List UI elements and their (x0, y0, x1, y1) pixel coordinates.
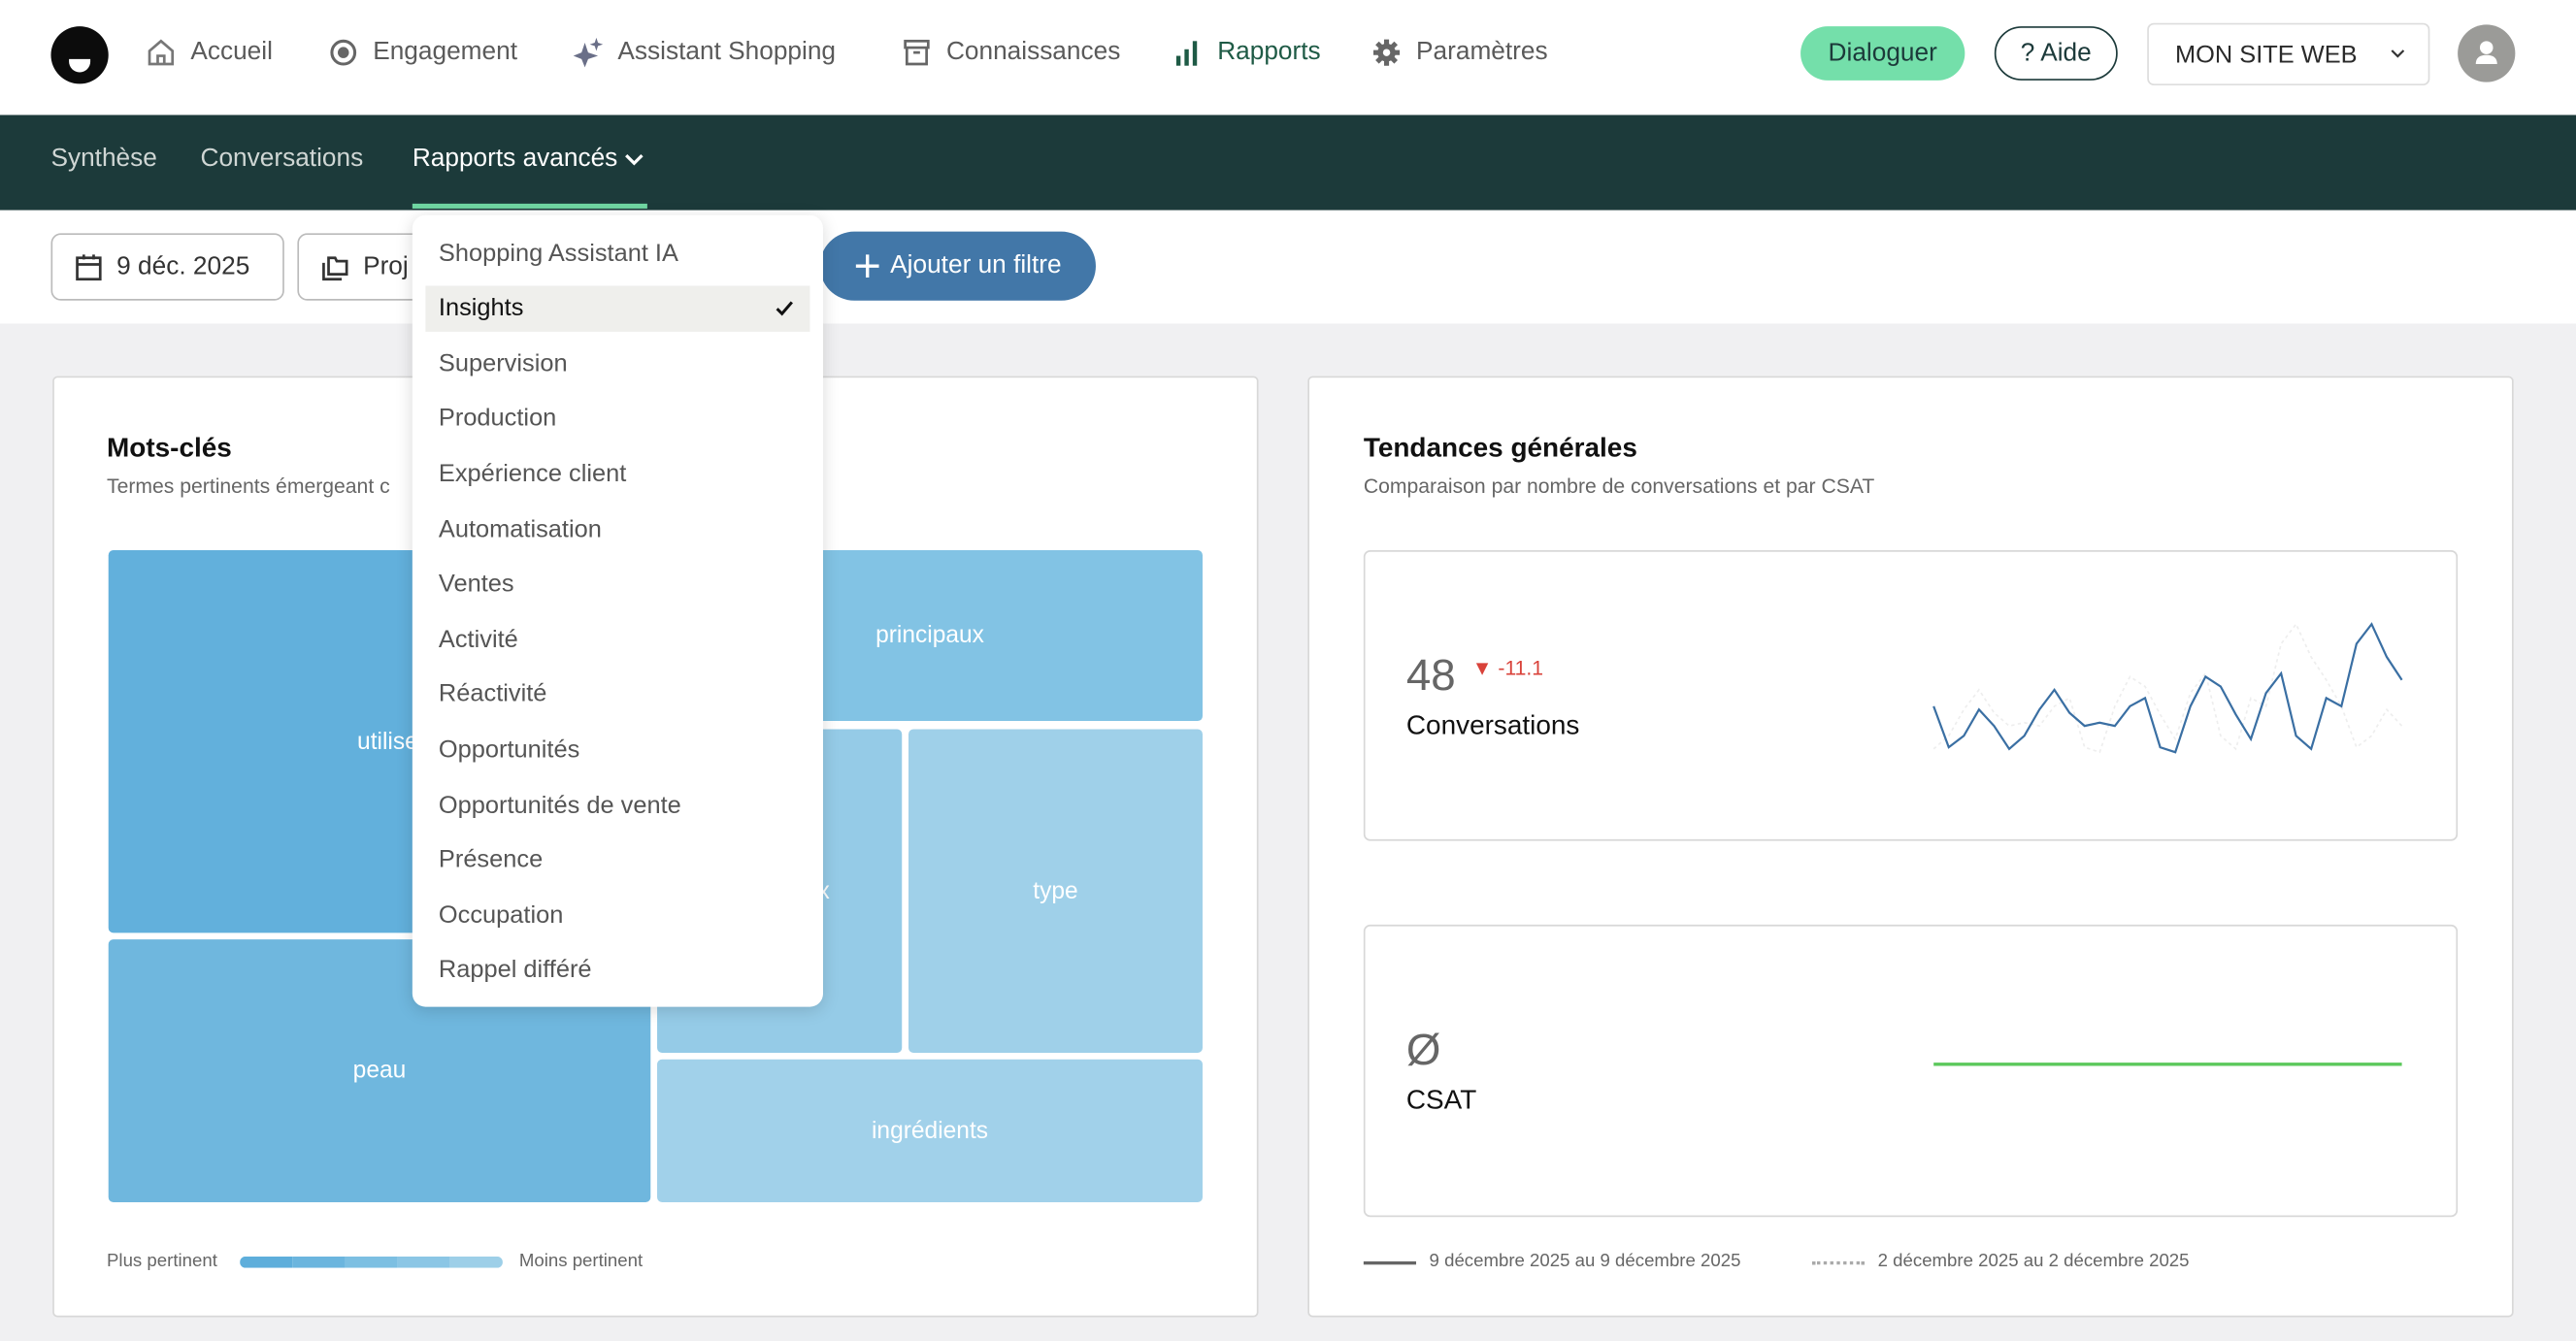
legend-dotted-line (1811, 1260, 1866, 1265)
legend-current-period: 9 décembre 2025 au 9 décembre 2025 (1429, 1251, 1741, 1272)
site-selector[interactable]: MON SITE WEB (2147, 22, 2430, 86)
chevron-down-icon (2391, 49, 2405, 58)
nav-engagement[interactable]: Engagement (327, 36, 517, 69)
previous-period-line (1932, 622, 2403, 754)
csat-label: CSAT (1405, 1085, 1477, 1116)
relevance-scale (240, 1256, 503, 1268)
sub-navigation (0, 114, 2576, 211)
relevance-scale-segment (449, 1256, 503, 1268)
conversations-sparkline (1932, 622, 2403, 754)
dropdown-item[interactable]: Activité (438, 625, 518, 654)
sparkle-icon (573, 37, 604, 68)
dropdown-item[interactable]: Insights (425, 284, 810, 332)
legend-previous-period: 2 décembre 2025 au 2 décembre 2025 (1877, 1251, 2190, 1272)
legend-solid-line (1363, 1260, 1417, 1265)
csat-value: Ø (1405, 1025, 1441, 1074)
nav-accueil[interactable]: Accueil (145, 36, 273, 69)
legend-more-relevant: Plus pertinent (107, 1251, 217, 1272)
add-filter-button[interactable]: Ajouter un filtre (819, 231, 1096, 301)
help-button[interactable]: ? Aide (1994, 26, 2118, 81)
trends-title: Tendances générales (1363, 433, 1637, 464)
avatar[interactable] (2458, 24, 2516, 82)
dialoguer-button[interactable]: Dialoguer (1800, 26, 1965, 81)
advanced-reports-dropdown: Shopping Assistant IA Insights Supervision… (412, 214, 823, 1007)
keyword-tile[interactable]: ingrédients (657, 1059, 1203, 1202)
trends-subtitle: Comparaison par nombre de conversations … (1363, 474, 1875, 498)
tab-conversations[interactable]: Conversations (200, 144, 364, 173)
nav-connaissances[interactable]: Connaissances (901, 36, 1120, 69)
user-icon (2475, 41, 2497, 65)
conversations-delta: ▼ -11.1 (1471, 657, 1544, 680)
date-filter-button[interactable]: 9 déc. 2025 (50, 233, 284, 301)
conversations-label: Conversations (1405, 710, 1580, 741)
keywords-subtitle: Termes pertinents émergeant c (107, 474, 390, 498)
gear-icon (1373, 39, 1401, 66)
home-icon (148, 39, 175, 66)
dropdown-item[interactable]: Production (438, 404, 557, 433)
dropdown-item[interactable]: Rappel différé (438, 956, 592, 985)
dropdown-item[interactable]: Shopping Assistant IA (438, 239, 678, 268)
current-period-line (1932, 622, 2403, 754)
dropdown-item[interactable]: Occupation (438, 900, 564, 930)
top-bar (0, 0, 2576, 115)
bar-chart-icon (1175, 41, 1198, 66)
chevron-down-icon (624, 153, 644, 166)
plus-icon (855, 254, 879, 278)
keywords-title: Mots-clés (107, 433, 232, 464)
dropdown-item[interactable]: Ventes (438, 570, 514, 599)
logo[interactable] (50, 26, 109, 84)
nav-assistant-shopping[interactable]: Assistant Shopping (572, 36, 836, 69)
relevance-scale-segment (292, 1256, 346, 1268)
nav-rapports[interactable]: Rapports (1172, 36, 1321, 69)
dropdown-item[interactable]: Réactivité (438, 680, 547, 709)
keyword-tile[interactable]: type (908, 729, 1203, 1053)
dropdown-item[interactable]: Automatisation (438, 514, 602, 543)
calendar-icon (76, 253, 102, 280)
tab-synthese[interactable]: Synthèse (50, 144, 157, 173)
dropdown-item[interactable]: Opportunités (438, 736, 580, 764)
dropdown-item[interactable]: Présence (438, 845, 544, 874)
csat-metric-card (1363, 924, 2459, 1218)
relevance-scale-segment (345, 1256, 398, 1268)
dropdown-item[interactable]: Expérience client (438, 459, 627, 488)
dropdown-item[interactable]: Opportunités de vente (438, 790, 681, 819)
relevance-scale-segment (240, 1256, 293, 1268)
archive-icon (904, 39, 930, 66)
csat-line (1933, 1063, 2402, 1065)
relevance-scale-segment (397, 1256, 450, 1268)
tab-rapports-avances[interactable]: Rapports avancés (413, 145, 644, 174)
legend-less-relevant: Moins pertinent (518, 1251, 644, 1272)
nav-parametres[interactable]: Paramètres (1371, 36, 1548, 69)
conversations-metric-card (1363, 550, 2459, 841)
target-icon (330, 39, 357, 66)
triangle-down-icon: ▼ (1471, 657, 1493, 680)
check-icon (776, 300, 793, 315)
active-tab-indicator (412, 203, 647, 209)
dropdown-item[interactable]: Supervision (438, 348, 568, 377)
folders-icon (322, 255, 348, 280)
conversations-value: 48 (1405, 650, 1456, 701)
